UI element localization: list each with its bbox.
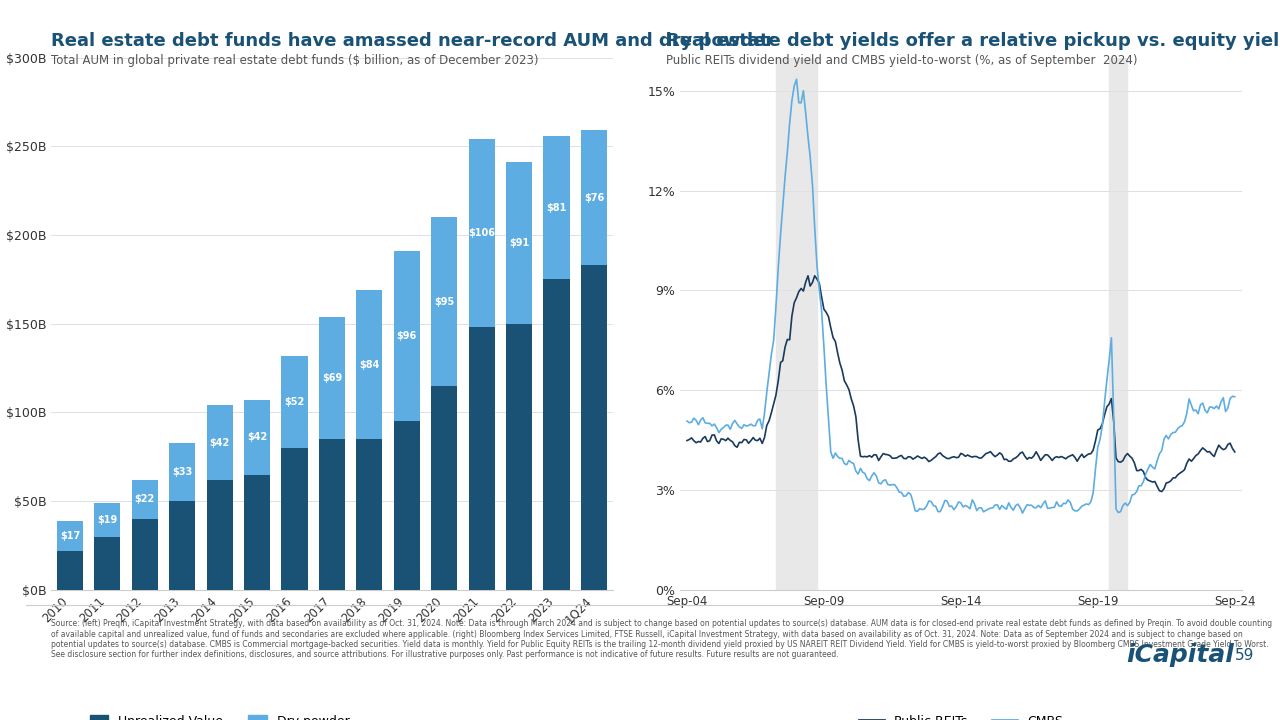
Bar (132, 480, 157, 519)
Text: Real estate debt yields offer a relative pickup vs. equity yields: Real estate debt yields offer a relative… (666, 32, 1280, 50)
Bar (394, 251, 420, 421)
Bar (468, 328, 495, 590)
Text: $76: $76 (584, 193, 604, 203)
Text: $22: $22 (134, 495, 155, 505)
Bar (506, 324, 532, 590)
Text: $17: $17 (60, 531, 81, 541)
Bar (169, 501, 196, 590)
Text: $33: $33 (172, 467, 192, 477)
Bar (56, 521, 83, 551)
Bar (282, 356, 307, 448)
Text: $69: $69 (321, 373, 342, 383)
Bar (95, 536, 120, 590)
Text: $84: $84 (360, 359, 380, 369)
Bar (282, 448, 307, 590)
Text: $106: $106 (468, 228, 495, 238)
Bar (244, 474, 270, 590)
Text: $96: $96 (397, 331, 417, 341)
Bar (169, 443, 196, 501)
Bar (244, 400, 270, 474)
Bar (394, 421, 420, 590)
Bar (581, 265, 607, 590)
Bar (132, 519, 157, 590)
Text: $95: $95 (434, 297, 454, 307)
Text: Public REITs dividend yield and CMBS yield-to-worst (%, as of September  2024): Public REITs dividend yield and CMBS yie… (666, 54, 1137, 67)
Legend: Public REITs, CMBS: Public REITs, CMBS (854, 710, 1068, 720)
Text: $42: $42 (247, 432, 268, 442)
Bar (356, 439, 383, 590)
Text: 59: 59 (1235, 648, 1254, 662)
Bar (356, 290, 383, 439)
Text: $91: $91 (509, 238, 529, 248)
Bar (95, 503, 120, 536)
Text: $42: $42 (210, 438, 230, 448)
Text: Source: (left) Preqin, iCapital Investment Strategy, with data based on availabi: Source: (left) Preqin, iCapital Investme… (51, 619, 1272, 660)
Bar (468, 139, 495, 328)
Bar (544, 279, 570, 590)
Bar (431, 386, 457, 590)
Bar (56, 551, 83, 590)
Bar (206, 480, 233, 590)
Bar (581, 130, 607, 265)
Bar (319, 317, 346, 439)
Bar (431, 217, 457, 386)
Bar (506, 162, 532, 324)
Text: $19: $19 (97, 515, 118, 525)
Bar (544, 135, 570, 279)
Text: $52: $52 (284, 397, 305, 407)
Text: Total AUM in global private real estate debt funds ($ billion, as of December 20: Total AUM in global private real estate … (51, 54, 539, 67)
Text: iCapital: iCapital (1126, 643, 1234, 667)
Text: $81: $81 (547, 202, 567, 212)
Bar (319, 439, 346, 590)
Legend: Unrealized Value, Dry powder: Unrealized Value, Dry powder (84, 710, 355, 720)
Bar (206, 405, 233, 480)
Text: Real estate debt funds have amassed near-record AUM and dry powder: Real estate debt funds have amassed near… (51, 32, 774, 50)
